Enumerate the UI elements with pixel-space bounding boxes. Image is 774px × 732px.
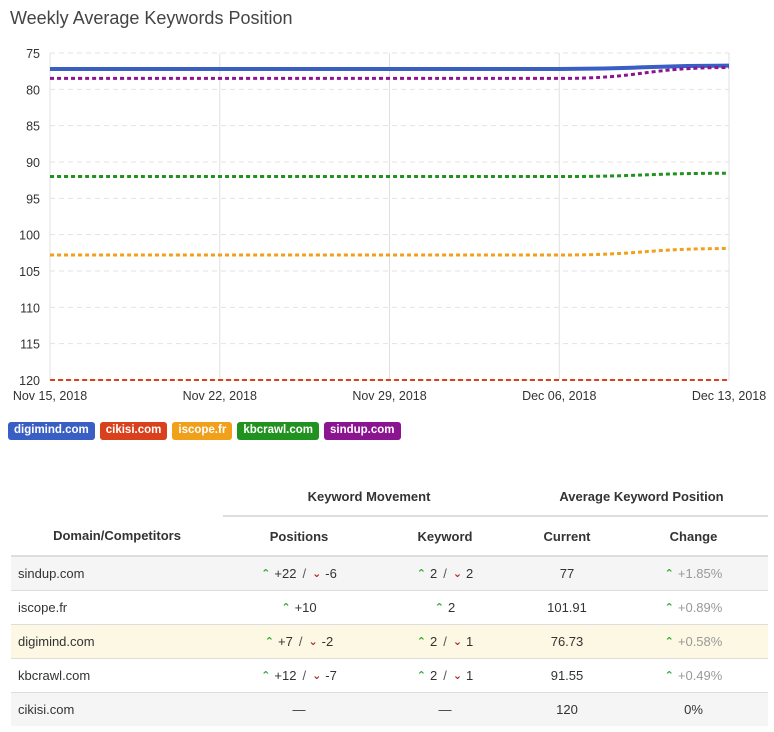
domain-cell: iscope.fr	[11, 589, 223, 624]
arrow-up-icon: ⌃	[664, 567, 674, 580]
series-line-sindup-com	[50, 66, 730, 80]
domain-cell: sindup.com	[11, 555, 223, 590]
legend-item-cikisi-com[interactable]: cikisi.com	[99, 422, 168, 440]
arrow-up-icon: ⌃	[416, 669, 426, 682]
keyword-cell: ⌃ 2/⌄ 2	[375, 555, 515, 590]
current-position-cell: 91.55	[515, 657, 619, 692]
current-column-header: Current	[515, 516, 619, 557]
x-tick-label: Dec 06, 2018	[522, 389, 596, 403]
change-cell: ⌃ +0.89%	[619, 589, 768, 624]
current-position-cell: 76.73	[515, 623, 619, 658]
arrow-up-icon: ⌃	[664, 635, 674, 648]
arrow-up-icon: ⌃	[434, 601, 444, 614]
series-line-iscope-fr	[50, 247, 730, 257]
arrow-up-icon: ⌃	[261, 567, 271, 580]
x-tick-label: Dec 13, 2018	[692, 389, 766, 403]
competitors-table: Keyword Movement Average Keyword Positio…	[11, 478, 768, 726]
domain-header-spacer	[11, 478, 223, 516]
arrow-up-icon: ⌃	[261, 669, 271, 682]
y-tick-label: 90	[26, 156, 40, 170]
positions-cell: ⌃ +10	[223, 589, 375, 624]
legend-item-sindup-com[interactable]: sindup.com	[323, 422, 401, 440]
arrow-up-icon: ⌃	[416, 635, 426, 648]
domain-column-header: Domain/Competitors	[11, 516, 223, 557]
average-position-header: Average Keyword Position	[515, 478, 768, 517]
keyword-cell: ⌃ 2	[375, 589, 515, 624]
arrow-down-icon: ⌄	[452, 635, 463, 648]
keyword-column-header: Keyword	[375, 516, 515, 557]
positions-cell: ⌃ +12/⌄ -7	[223, 657, 375, 692]
x-tick-label: Nov 29, 2018	[352, 389, 426, 403]
arrow-up-icon: ⌃	[264, 635, 274, 648]
y-tick-label: 100	[19, 229, 40, 243]
current-position-cell: 101.91	[515, 589, 619, 624]
table-row: iscope.fr ⌃ +10 ⌃ 2 101.91 ⌃ +0.89%	[11, 589, 768, 624]
positions-cell: ⌃ +7/⌄ -2	[223, 623, 375, 658]
x-tick-label: Nov 22, 2018	[183, 389, 257, 403]
y-tick-label: 75	[26, 47, 40, 61]
y-tick-label: 85	[26, 120, 40, 134]
arrow-up-icon: ⌃	[416, 567, 426, 580]
change-cell: ⌃ +0.58%	[619, 623, 768, 658]
domain-cell: kbcrawl.com	[11, 657, 223, 692]
table-row: kbcrawl.com ⌃ +12/⌄ -7 ⌃ 2/⌄ 1 91.55 ⌃ +0.49%	[11, 657, 768, 692]
keyword-cell: ⌃ 2/⌄ 1	[375, 623, 515, 658]
y-tick-label: 115	[20, 338, 40, 352]
arrow-down-icon: ⌄	[452, 669, 463, 682]
chart-legend: digimind.com cikisi.com iscope.fr kbcrawl.c…	[8, 422, 401, 440]
positions-cell: ⌃ +22/⌄ -6	[223, 555, 375, 590]
change-cell: 0%	[619, 691, 768, 726]
table-row: sindup.com ⌃ +22/⌄ -6 ⌃ 2/⌄ 2 77 ⌃ +1.85%	[11, 555, 768, 590]
domain-cell: digimind.com	[11, 623, 223, 658]
positions-cell: —	[223, 691, 375, 726]
arrow-up-icon: ⌃	[664, 601, 674, 614]
y-tick-label: 105	[19, 265, 40, 279]
y-tick-label: 80	[26, 83, 40, 97]
arrow-down-icon: ⌄	[308, 635, 318, 648]
keyword-cell: —	[375, 691, 515, 726]
series-line-digimind-com	[50, 63, 730, 71]
positions-column-header: Positions	[223, 516, 375, 557]
change-column-header: Change	[619, 516, 768, 557]
current-position-cell: 77	[515, 555, 619, 590]
table-row: digimind.com ⌃ +7/⌄ -2 ⌃ 2/⌄ 1 76.73 ⌃ +0.58%	[11, 623, 768, 658]
arrow-up-icon: ⌃	[281, 601, 291, 614]
arrow-up-icon: ⌃	[664, 669, 674, 682]
arrow-down-icon: ⌄	[452, 567, 463, 580]
change-cell: ⌃ +1.85%	[619, 555, 768, 590]
keyword-cell: ⌃ 2/⌄ 1	[375, 657, 515, 692]
y-tick-label: 110	[20, 301, 40, 315]
legend-item-digimind-com[interactable]: digimind.com	[8, 422, 95, 440]
chart-title: Weekly Average Keywords Position	[10, 8, 293, 28]
x-tick-label: Nov 15, 2018	[13, 389, 87, 403]
y-tick-label: 95	[26, 192, 40, 206]
legend-item-iscope-fr[interactable]: iscope.fr	[172, 422, 233, 440]
arrow-down-icon: ⌄	[312, 669, 322, 682]
table-row: cikisi.com — —120 0%	[11, 691, 768, 726]
series-line-kbcrawl-com	[49, 171, 730, 179]
keyword-movement-header: Keyword Movement	[223, 478, 515, 517]
legend-item-kbcrawl-com[interactable]: kbcrawl.com	[237, 422, 319, 440]
arrow-down-icon: ⌄	[312, 567, 322, 580]
domain-cell: cikisi.com	[11, 691, 223, 726]
current-position-cell: 120	[515, 691, 619, 726]
y-tick-label: 120	[19, 374, 40, 388]
change-cell: ⌃ +0.49%	[619, 657, 768, 692]
